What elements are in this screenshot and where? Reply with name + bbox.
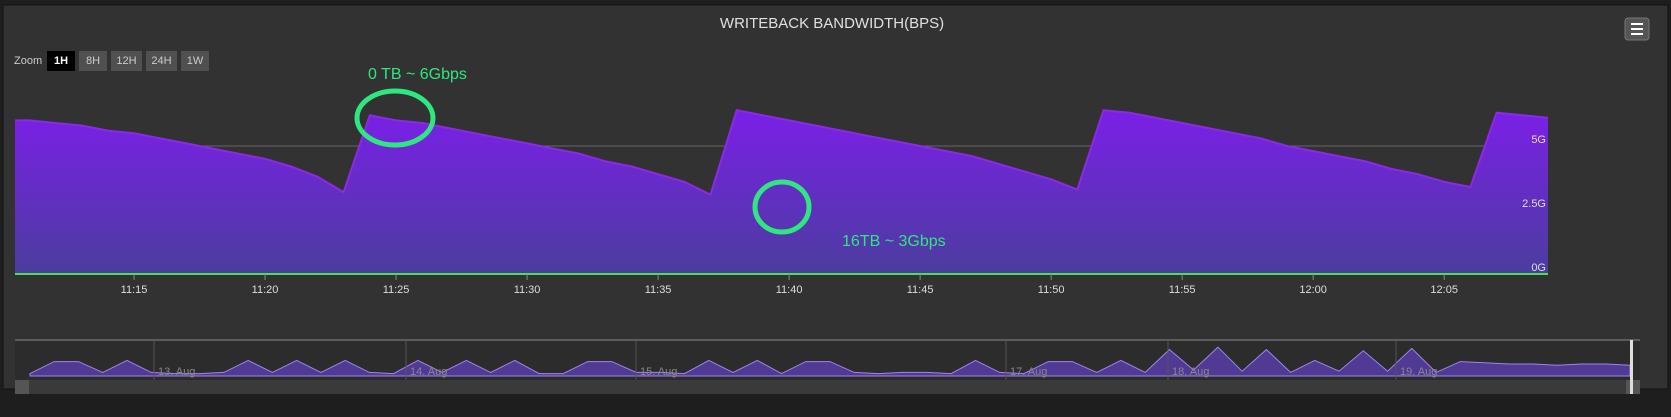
- zoom-button-bg[interactable]: [146, 51, 177, 71]
- x-tick-label: 11:55: [1169, 284, 1196, 296]
- zoom-button-bg[interactable]: [111, 51, 142, 71]
- navigator-area: [29, 346, 1631, 377]
- zoom-button-bg[interactable]: [79, 51, 107, 71]
- navigator-handle[interactable]: [1630, 340, 1633, 394]
- navigator-label: 14. Aug: [410, 366, 447, 378]
- chart-title: WRITEBACK BANDWIDTH(BPS): [720, 15, 944, 32]
- zoom-label: Zoom: [14, 55, 42, 67]
- x-tick-label: 12:05: [1430, 284, 1458, 296]
- y-tick-label: 0G: [1531, 262, 1546, 274]
- zoom-button-label[interactable]: 24H: [151, 55, 171, 67]
- zoom-button[interactable]: 24H: [146, 51, 177, 71]
- zoom-button-bg[interactable]: [47, 51, 75, 71]
- x-tick-label: 11:25: [383, 284, 410, 296]
- zoom-button-label[interactable]: 1H: [54, 55, 68, 67]
- x-tick-label: 11:20: [252, 284, 279, 296]
- menu-button[interactable]: [1624, 17, 1650, 41]
- navigator-label: 19. Aug: [1400, 366, 1437, 378]
- navigator-label: 17. Aug: [1010, 366, 1047, 378]
- zoom-button[interactable]: 1W: [181, 51, 209, 71]
- navigator-label: 18. Aug: [1172, 366, 1209, 378]
- y-tick-label: 5G: [1531, 134, 1546, 146]
- zoom-button[interactable]: 1H: [47, 51, 75, 71]
- annotation: 0 TB ~ 6Gbps: [368, 66, 467, 83]
- x-tick-label: 11:45: [907, 284, 934, 296]
- x-tick-label: 11:30: [514, 284, 541, 296]
- zoom-button-label[interactable]: 8H: [86, 55, 100, 67]
- navigator-label: 13. Aug: [158, 366, 195, 378]
- x-tick-label: 12:00: [1299, 284, 1327, 296]
- highlight-ellipse: [752, 179, 812, 235]
- zoom-button-label[interactable]: 1W: [187, 55, 204, 67]
- zoom-button[interactable]: 12H: [111, 51, 142, 71]
- scrollbar-left-arrow[interactable]: [15, 380, 29, 394]
- x-tick-label: 11:15: [121, 284, 148, 296]
- x-tick-label: 11:35: [645, 284, 672, 296]
- highlight-ellipse: [354, 88, 436, 148]
- y-tick-label: 2.5G: [1522, 198, 1546, 210]
- area-fill: [15, 110, 1548, 274]
- zoom-button[interactable]: 8H: [79, 51, 107, 71]
- x-tick-label: 11:40: [776, 284, 803, 296]
- navigator-label: 15. Aug: [640, 366, 677, 378]
- scrollbar-track[interactable]: [15, 380, 1640, 394]
- x-tick-label: 11:50: [1038, 284, 1065, 296]
- area-line: [15, 109, 1548, 197]
- annotation: 16TB ~ 3Gbps: [842, 233, 946, 250]
- zoom-button-bg[interactable]: [181, 51, 209, 71]
- zoom-button-label[interactable]: 12H: [116, 55, 136, 67]
